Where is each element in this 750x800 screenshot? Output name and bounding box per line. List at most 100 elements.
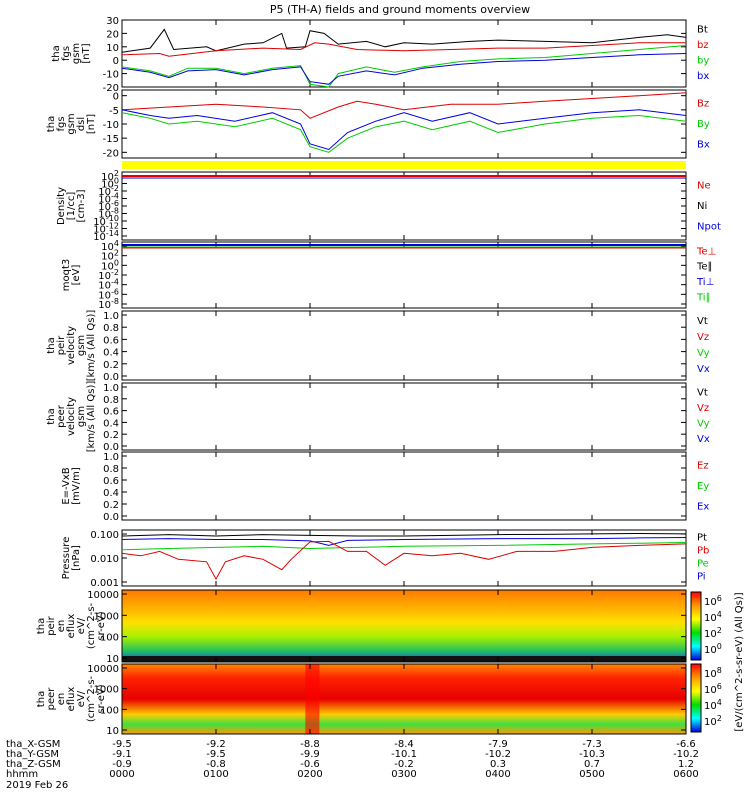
legend-p1-by: by: [697, 56, 709, 67]
panel-p10: 10000 1000 100 10 tha peer en eflux eV/(cm^2-s-s…: [36, 663, 687, 737]
ytick-label: -10: [103, 120, 119, 131]
ylabel-p3: [cm-3]: [76, 189, 87, 222]
ytick-label: 0.010: [90, 554, 119, 565]
legend-p2-Bz: Bz: [697, 98, 709, 109]
footer-value: 0000: [109, 769, 134, 780]
panel-frame-p3: [121, 171, 687, 241]
colorbar-lower: [690, 663, 702, 733]
legend-p7-Ez: Ez: [697, 460, 709, 471]
series-p1-Bt: [121, 28, 687, 53]
ylabel-p5: peir: [56, 335, 67, 355]
ytick-label: 1000: [94, 611, 119, 622]
ytick-label: 1000: [94, 685, 119, 696]
ylabel-p1: fgs: [61, 46, 72, 61]
ylabel-p6: tha: [46, 408, 57, 424]
ylabel-p10: eV/: [76, 690, 87, 707]
footer-value: -10.2: [673, 749, 699, 760]
footer-label: tha_Y-GSM: [6, 749, 59, 760]
ylabel-p9: tha: [36, 618, 47, 634]
ytick-label: 10-8: [98, 297, 119, 311]
legend-p5-Vz: Vz: [697, 332, 709, 343]
legend-p1-bx: bx: [697, 71, 709, 82]
ylabel-p9: (cm^2-s-: [86, 602, 97, 649]
legend-p8-Pi: Pi: [697, 571, 706, 582]
ytick-label: 10: [106, 726, 119, 737]
footer-date: 2019 Feb 26: [6, 780, 68, 791]
legend-p6-Vx: Vx: [697, 434, 710, 445]
footer-value: -7.9: [488, 739, 508, 750]
legend-p4-Ti⊥: Ti⊥: [696, 277, 714, 288]
panel-frame-p2: [121, 89, 687, 159]
ytick-label: 100: [100, 705, 119, 716]
colorbar-tick: 106: [704, 682, 722, 696]
ylabel-p2: [nT]: [86, 114, 97, 134]
footer-value: -9.5: [206, 749, 226, 760]
ylabel-p5: velocity: [66, 326, 77, 365]
ytick-label: 10000: [87, 664, 119, 675]
legend-p5-Vy: Vy: [697, 348, 710, 359]
ytick-label: 10000: [87, 590, 119, 601]
ylabel-p6: [km/s (All Qs)]: [86, 381, 97, 453]
ytick-label: 100: [100, 633, 119, 644]
ylabel-p5: tha: [46, 337, 57, 353]
legend-p3-Ni: Ni: [697, 201, 707, 212]
legend-p6-Vt: Vt: [697, 387, 708, 398]
footer-value: -10.2: [485, 749, 511, 760]
footer-value: -6.6: [676, 739, 696, 750]
footer-value: 0.7: [584, 759, 600, 770]
series-p2-By: [121, 112, 687, 153]
ytick-label: 0.4: [103, 418, 119, 429]
panel-p6: 1.00.80.60.40.20.0 tha peer velocity gsm [km/…: [46, 381, 710, 453]
ylabel-p10: tha: [36, 691, 47, 707]
legend-p4-Te∥: Te∥: [696, 262, 713, 273]
panel-frame-p7: [121, 451, 687, 521]
ytick-label: 0.4: [103, 488, 119, 499]
footer-value: -9.2: [206, 739, 226, 750]
ylabel-p1: [nT]: [81, 43, 92, 63]
panel-p9: 10000 1000 100 10 tha peir en eflux eV/(cm^2-s-s…: [36, 589, 687, 665]
ytick-label: 0.8: [103, 323, 119, 334]
footer-value: 0400: [485, 769, 510, 780]
ytick-label: 0.8: [103, 395, 119, 406]
colorbars: 106 104 102 100 108 106 104 102 [eV/(cm^2-s-sr-e…: [690, 591, 745, 733]
series-p1-bz: [121, 42, 686, 57]
series-p1-bx: [121, 53, 687, 85]
footer-value: -0.9: [112, 759, 132, 770]
colorbar-tick: 100: [704, 642, 722, 656]
legend-p8-Pb: Pb: [697, 545, 709, 556]
legend-p5-Vx: Vx: [697, 364, 710, 375]
ylabel-p10: eflux: [66, 687, 77, 712]
ytick-label: 0.6: [103, 476, 119, 487]
ylabel-p5: gsm: [76, 335, 87, 356]
legend-p7-Ex: Ex: [697, 502, 709, 513]
ytick-label: 0.001: [90, 578, 119, 589]
legend-p6-Vy: Vy: [697, 419, 710, 430]
ylabel-p10: en: [56, 693, 67, 706]
colorbar-label: [eV/(cm^2-s-sr-eV) (All Qs)]: [734, 592, 745, 731]
ytick-label: 1.0: [103, 311, 119, 322]
series-p2-Bz: [121, 92, 687, 119]
ytick-label: 0.6: [103, 407, 119, 418]
ytick-label: 0: [113, 92, 119, 103]
footer-value: -9.9: [300, 749, 320, 760]
ylabel-p9: en: [56, 620, 67, 633]
ylabel-p4: moqt3: [61, 259, 72, 292]
footer-label: hhmm: [6, 769, 38, 780]
colorbar-tick: 102: [704, 626, 722, 640]
panel-p1: 30 20 10 0 -10 -20 tha fgs gsm [nT] Bt bz by bx: [51, 16, 709, 94]
ytick-label: -20: [103, 83, 119, 94]
footer-value: -7.3: [582, 739, 602, 750]
spectrogram-event: [305, 664, 320, 734]
colorbar-tick: 104: [704, 698, 722, 712]
footer-value: -10.1: [391, 749, 417, 760]
ylabel-p6: velocity: [66, 397, 77, 436]
legend-p1-bz: bz: [697, 40, 709, 51]
footer-value: -8.8: [300, 739, 320, 750]
panel-p7: 1.00.80.60.40.20.0 E=-VxB [mV/m] Ez Ey Ex: [61, 451, 709, 523]
legend-p3-Ne: Ne: [697, 180, 711, 191]
colorbar-tick: 102: [704, 714, 722, 728]
ytick-label: 0.2: [103, 500, 119, 511]
series-p8-Pb: [121, 540, 687, 581]
footer: tha_X-GSM -9.5 -9.2 -8.8 -8.4 -7.9 -7.3 -6.6tha…: [6, 739, 699, 791]
